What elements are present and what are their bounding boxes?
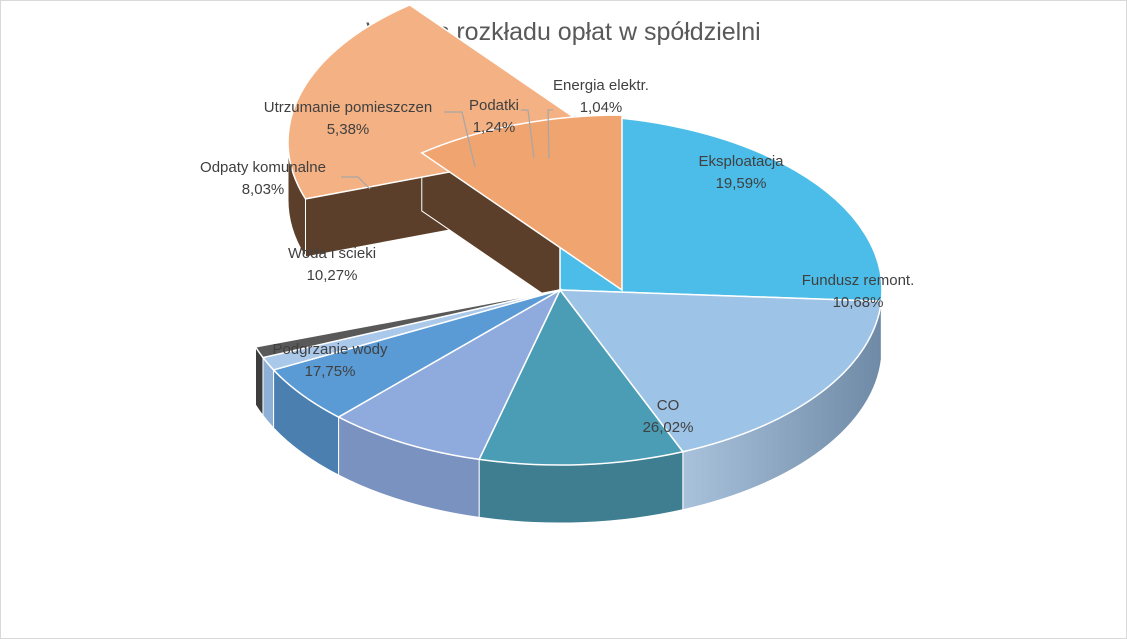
slice-3 <box>478 288 685 466</box>
data-label-value: 1,24% <box>473 119 516 136</box>
slice-2 <box>558 289 883 453</box>
leader-line <box>341 176 371 190</box>
data-label-name: Energia elektr. <box>553 77 649 94</box>
data-label-value: 10,27% <box>307 267 358 284</box>
data-label-value: 26,02% <box>643 419 694 436</box>
data-label-value: 19,59% <box>716 175 767 192</box>
data-label-name: Podatki <box>469 97 519 114</box>
data-label-name: Utrzumanie pomieszczen <box>264 99 432 116</box>
slice-7 <box>254 289 561 359</box>
data-label-value: 5,38% <box>327 121 370 138</box>
data-label-name: Woda i ścieki <box>288 245 376 262</box>
leader-line <box>444 111 476 168</box>
data-label-value: 1,04% <box>580 99 623 116</box>
data-label-name: CO <box>657 397 680 414</box>
leader-line <box>547 109 553 159</box>
data-label-name: Odpaty komunalne <box>200 159 326 176</box>
leader-line <box>521 109 535 159</box>
slice-9 <box>420 114 623 292</box>
data-label-value: 8,03% <box>242 181 285 198</box>
data-label-name: Eksploatacja <box>698 153 784 170</box>
slice-4 <box>336 288 562 461</box>
slice-1 <box>559 114 883 302</box>
data-label-value: 17,75% <box>305 363 356 380</box>
data-label-value: 10,68% <box>833 294 884 311</box>
data-label-name: Podgrzanie wody <box>272 341 388 358</box>
data-label-name: Fundusz remont. <box>802 272 915 289</box>
